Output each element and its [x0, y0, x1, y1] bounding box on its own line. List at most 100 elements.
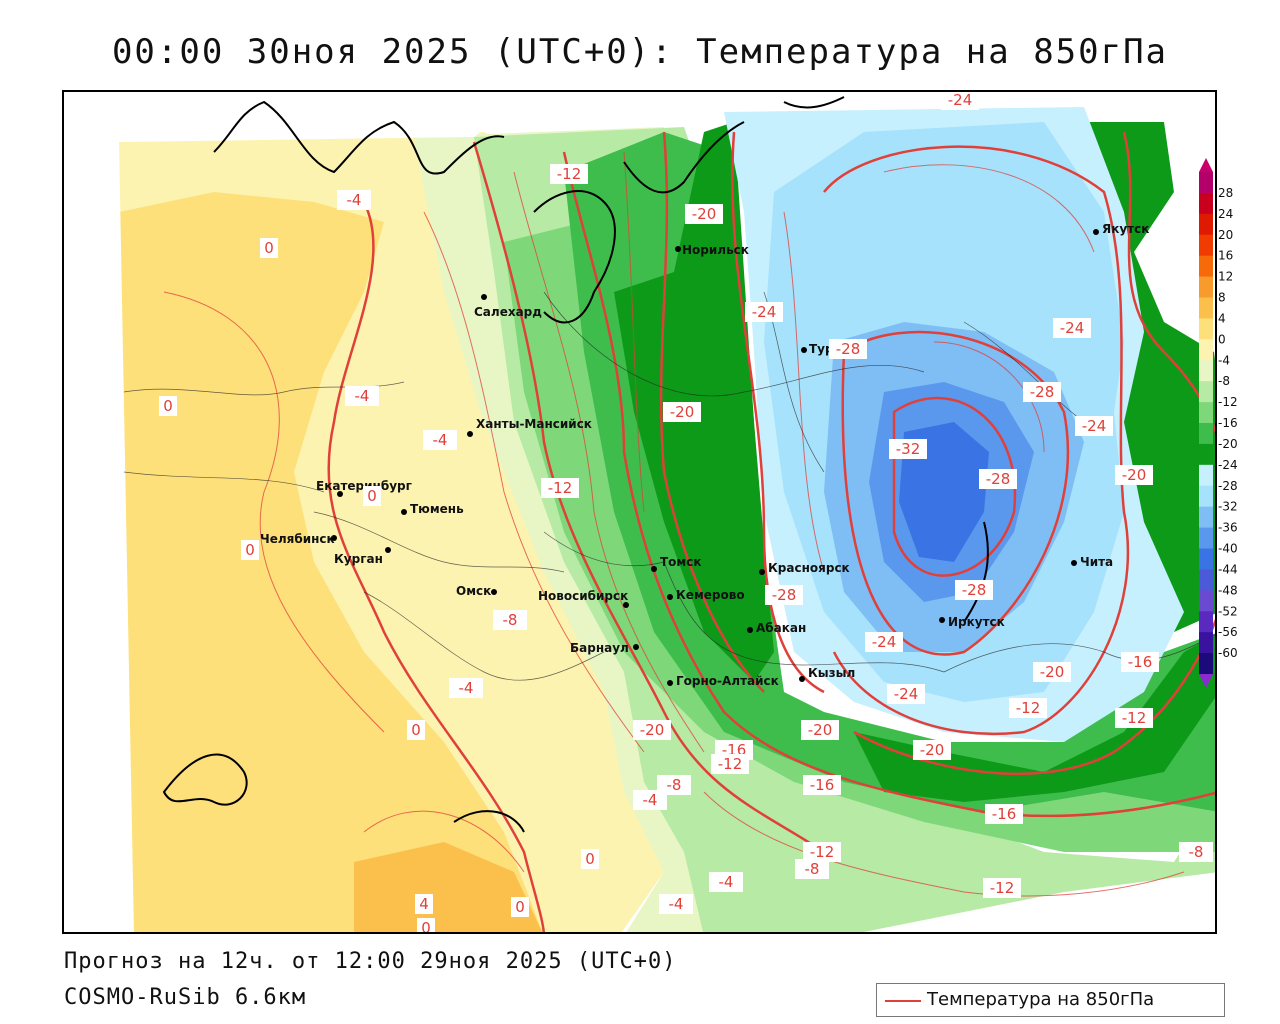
legend: Температура на 850гПа [876, 983, 1225, 1017]
colorbar-block [1199, 632, 1213, 654]
city-kyzyl: Кызыл [808, 666, 855, 680]
svg-text:-4: -4 [719, 873, 734, 891]
svg-text:-28: -28 [986, 470, 1011, 488]
colorbar-tick-label: -32 [1218, 500, 1238, 514]
svg-text:0: 0 [515, 898, 525, 916]
svg-text:-8: -8 [503, 611, 518, 629]
colorbar-tick-label: 0 [1218, 332, 1226, 346]
city-kurgan: Курган [334, 552, 383, 566]
svg-text:-12: -12 [557, 165, 582, 183]
city-abakan: Абакан [756, 621, 806, 635]
svg-text:-20: -20 [1122, 466, 1147, 484]
svg-text:-28: -28 [962, 581, 987, 599]
region-hot-south [354, 842, 543, 932]
colorbar-ticks: 28 24 20 16 12 8 4 0 -4 -8 -12 -16 -20 -24 -28 -32 -36 -4… [1218, 186, 1238, 660]
colorbar-tick-label: 24 [1218, 207, 1233, 221]
svg-text:-20: -20 [692, 205, 717, 223]
svg-text:-24: -24 [1082, 417, 1107, 435]
outside-domain-sw [64, 142, 134, 932]
svg-text:-28: -28 [1030, 383, 1055, 401]
contour-labels: -24 -4 -12 0 -20 -24 -24 -28 0 -4 -28 -2… [159, 92, 1213, 934]
city-gorno-altaysk: Горно-Алтайск [676, 674, 779, 688]
colorbar-tick-label: -12 [1218, 395, 1238, 409]
svg-text:-12: -12 [718, 755, 743, 773]
outside-domain-se [864, 872, 1215, 932]
svg-text:-12: -12 [810, 843, 835, 861]
colorbar-bottom-arrow [1199, 674, 1213, 688]
svg-text:-4: -4 [459, 679, 474, 697]
city-krasnoyarsk: Красноярск [768, 561, 850, 575]
colorbar-tick-label: -8 [1218, 374, 1230, 388]
colorbar-tick-label: -44 [1218, 562, 1238, 576]
svg-text:-8: -8 [1189, 843, 1204, 861]
svg-text:-16: -16 [1128, 653, 1153, 671]
colorbar-block [1199, 423, 1213, 445]
city-chita: Чита [1080, 555, 1113, 569]
colorbar-block [1199, 297, 1213, 319]
svg-text:0: 0 [585, 850, 595, 868]
svg-text:-16: -16 [810, 776, 835, 794]
svg-text:-16: -16 [992, 805, 1017, 823]
colorbar-block [1199, 443, 1213, 466]
legend-line-swatch [885, 1000, 921, 1002]
city-kemerovo: Кемерово [676, 588, 745, 602]
colorbar-tick-label: 4 [1218, 311, 1226, 325]
colorbar-tick-label: -28 [1218, 479, 1238, 493]
colorbar-tick-label: -40 [1218, 542, 1238, 556]
colorbar-tick-label: -60 [1218, 646, 1238, 660]
model-name: COSMO-RuSib 6.6км [64, 985, 307, 1010]
city-chelyabinsk: Челябинск [260, 532, 335, 546]
svg-text:-4: -4 [355, 387, 370, 405]
colorbar-tick-label: -24 [1218, 458, 1238, 472]
coastlines [162, 96, 989, 833]
svg-text:-20: -20 [640, 721, 665, 739]
city-tomsk: Томск [660, 555, 702, 569]
isolines [327, 131, 1215, 932]
city-omsk: Омск [456, 584, 491, 598]
colorbar-block [1199, 276, 1213, 298]
colorbar-block [1199, 402, 1213, 424]
temperature-map: Якутск Норильск Салехард Тура Ханты-Манс… [64, 92, 1215, 934]
svg-text:4: 4 [419, 895, 429, 913]
city-khanty-mansiysk: Ханты-Мансийск [476, 417, 592, 431]
svg-text:-12: -12 [990, 879, 1015, 897]
colorbar-block [1199, 213, 1213, 236]
colorbar-block [1199, 339, 1213, 361]
colorbar-block [1199, 590, 1213, 612]
colorbar-tick-label: 12 [1218, 270, 1233, 284]
colorbar-block [1199, 234, 1213, 257]
svg-text:0: 0 [421, 919, 431, 934]
svg-text:-12: -12 [548, 479, 573, 497]
map-area[interactable]: Якутск Норильск Салехард Тура Ханты-Манс… [62, 90, 1217, 934]
svg-text:0: 0 [411, 721, 421, 739]
colorbar: 28 24 20 16 12 8 4 0 -4 -8 -12 -16 -20 -24 -28 -32 -36 -4… [1199, 158, 1238, 688]
svg-text:-24: -24 [1060, 319, 1085, 337]
region-dark-green-south [854, 634, 1215, 802]
colorbar-tick-label: -48 [1218, 583, 1238, 597]
colorbar-block [1199, 653, 1213, 675]
colorbar-block [1199, 485, 1213, 508]
svg-text:-4: -4 [643, 791, 658, 809]
colorbar-tick-label: 8 [1218, 291, 1226, 305]
colorbar-tick-label: -52 [1218, 604, 1238, 618]
svg-text:-28: -28 [836, 340, 861, 358]
city-novosibirsk: Новосибирск [538, 589, 628, 603]
region-warm-core [119, 192, 543, 932]
colorbar-tick-label: 16 [1218, 249, 1233, 263]
svg-text:0: 0 [264, 239, 274, 257]
colorbar-blocks [1199, 172, 1213, 675]
svg-text:-4: -4 [433, 431, 448, 449]
legend-label: Температура на 850гПа [927, 989, 1155, 1010]
isolines-thin [163, 151, 1185, 897]
svg-text:0: 0 [163, 397, 173, 415]
colorbar-block [1199, 569, 1213, 591]
svg-text:-24: -24 [894, 685, 919, 703]
svg-text:-20: -20 [808, 721, 833, 739]
colorbar-block [1199, 611, 1213, 633]
colorbar-top-arrow [1199, 158, 1213, 172]
colorbar-tick-label: 28 [1218, 186, 1233, 200]
svg-text:-20: -20 [1040, 663, 1065, 681]
colorbar-block [1199, 172, 1213, 194]
svg-text:-20: -20 [920, 741, 945, 759]
svg-text:-4: -4 [347, 191, 362, 209]
